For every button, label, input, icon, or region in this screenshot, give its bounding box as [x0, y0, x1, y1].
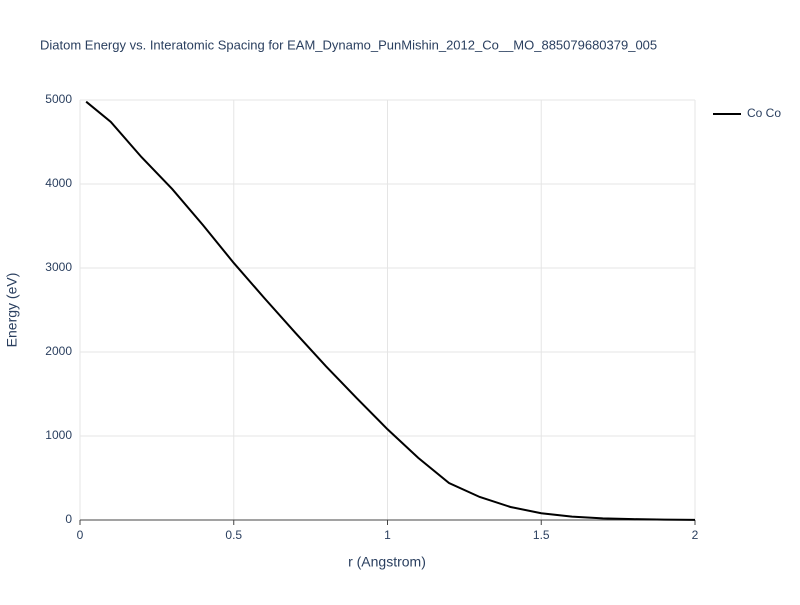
- chart-title: Diatom Energy vs. Interatomic Spacing fo…: [40, 37, 657, 52]
- x-tick-label: 1: [384, 528, 391, 542]
- line: [85, 100, 696, 521]
- x-tick-label: 0.5: [225, 528, 242, 542]
- y-tick-label: 5000: [45, 92, 72, 106]
- x-tick-label: 1.5: [533, 528, 550, 542]
- y-tick-label: 3000: [45, 260, 72, 274]
- y-axis-title: Energy (eV): [4, 273, 20, 348]
- y-tick-label: 0: [65, 512, 72, 526]
- x-axis-title: r (Angstrom): [348, 554, 426, 570]
- y-tick-label: 1000: [45, 428, 72, 442]
- x-tick-label: 0: [77, 528, 84, 542]
- x-tick-label: 2: [692, 528, 699, 542]
- y-tick-label: 4000: [45, 176, 72, 190]
- y-tick-label: 2000: [45, 344, 72, 358]
- legend-label: Co Co: [747, 106, 781, 120]
